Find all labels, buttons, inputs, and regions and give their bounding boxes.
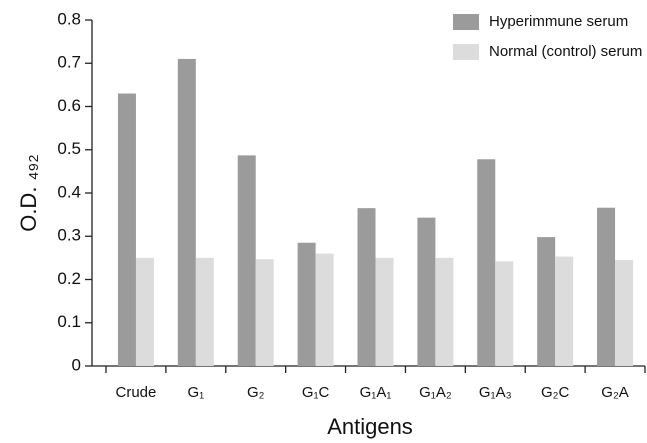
- x-tick-label: G₁A₂: [419, 384, 452, 401]
- y-tick-label: 0.2: [57, 269, 81, 288]
- y-tick-label: 0.8: [57, 9, 81, 28]
- y-tick-label: 0: [72, 355, 81, 374]
- x-tick-label: G₂: [247, 384, 265, 401]
- y-tick-label: 0.7: [57, 53, 81, 72]
- x-tick-label: G₂C: [541, 384, 569, 401]
- bar: [117, 93, 136, 367]
- y-tick-label: 0.1: [57, 312, 81, 331]
- x-tick-label: G₁C: [302, 384, 330, 401]
- y-tick-label: 0.4: [57, 182, 81, 201]
- bar: [195, 257, 214, 366]
- y-tick-label: 0.5: [57, 139, 81, 158]
- bar: [135, 257, 154, 366]
- bar: [537, 237, 556, 366]
- x-axis-title: Antigens: [327, 414, 413, 439]
- bar: [615, 260, 634, 366]
- legend-swatch: [453, 14, 479, 30]
- bar: [237, 155, 256, 366]
- bar: [555, 256, 574, 366]
- bar: [357, 208, 376, 366]
- x-tick-label: G₁A₃: [479, 384, 512, 401]
- legend-swatch: [453, 44, 479, 60]
- y-tick-label: 0.3: [57, 226, 81, 245]
- bar: [417, 217, 436, 366]
- legend-label: Hyperimmune serum: [489, 13, 628, 30]
- bar: [435, 257, 454, 366]
- x-tick-label: G₁A₁: [360, 384, 392, 401]
- y-axis-title: O.D. ₄₉₂: [16, 154, 41, 232]
- x-tick-label: Crude: [116, 384, 157, 401]
- bar: [495, 261, 514, 366]
- bar: [255, 259, 274, 366]
- bar: [177, 58, 196, 367]
- bar: [297, 242, 316, 366]
- legend-label: Normal (control) serum: [489, 43, 642, 60]
- bar: [597, 207, 616, 366]
- bar: [477, 159, 496, 366]
- bar: [375, 257, 394, 366]
- x-tick-label: G₁: [187, 384, 204, 401]
- bar: [315, 253, 334, 366]
- x-tick-label: G₂A: [601, 384, 629, 401]
- y-tick-label: 0.6: [57, 96, 81, 115]
